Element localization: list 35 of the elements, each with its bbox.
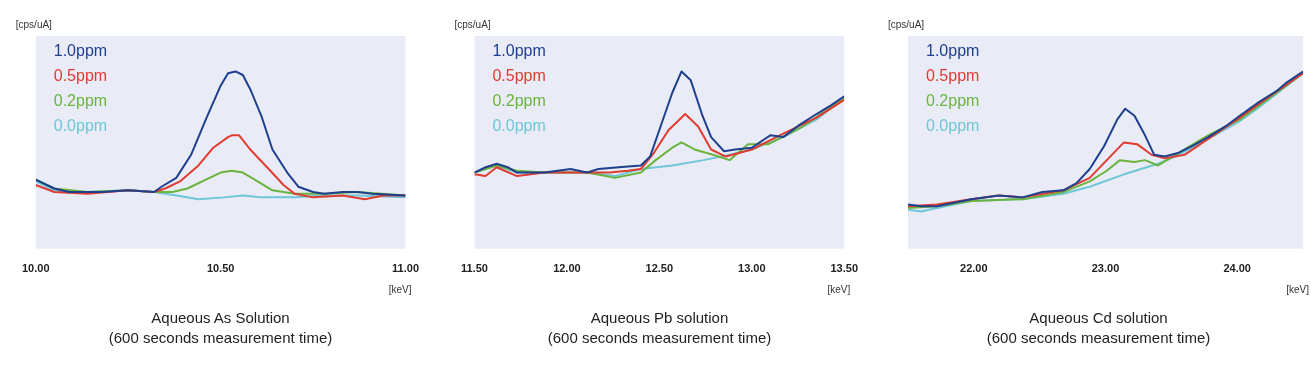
text: 1.0ppm — [926, 42, 980, 60]
text: 0.5ppm — [492, 67, 546, 85]
y-axis-title: [cps/uA] — [888, 18, 925, 30]
text: 1.0ppm — [53, 42, 108, 60]
text: 0.0ppm — [926, 117, 980, 135]
text: 0.0ppm — [53, 117, 108, 135]
text: 0.5ppm — [53, 67, 108, 85]
text: (600 seconds measurement time) — [107, 328, 334, 348]
x-tick-label: 11.00 — [392, 262, 419, 275]
x-tick-label: 12.00 — [553, 262, 581, 275]
x-tick-label: 13.00 — [738, 262, 766, 275]
text: 0.2ppm — [926, 92, 980, 110]
series-label: 0.0ppm — [492, 117, 546, 135]
x-axis-title: [keV] — [827, 283, 851, 295]
x-tick-label: 10.50 — [206, 262, 235, 275]
x-axis-title: [keV] — [1286, 283, 1310, 295]
x-tick-label: 10.00 — [22, 262, 50, 275]
x-tick-label: 23.00 — [1091, 262, 1120, 275]
text: 0.2ppm — [53, 92, 108, 110]
text: (600 seconds measurement time) — [985, 328, 1212, 348]
text: 0.2ppm — [492, 92, 546, 110]
x-tick-label: 13.50 — [830, 262, 858, 275]
text: Aqueous Cd solution — [1028, 308, 1169, 328]
text: (600 seconds measurement time) — [546, 328, 773, 348]
x-tick-label: 24.00 — [1223, 262, 1251, 275]
text: 1.0ppm — [492, 42, 546, 60]
text: Aqueous As Solution — [150, 308, 291, 328]
x-tick-label: 22.00 — [960, 262, 988, 275]
y-axis-title: [cps/uA] — [454, 18, 491, 30]
text: 0.5ppm — [926, 67, 980, 85]
y-axis-title: [cps/uA] — [15, 18, 53, 30]
text: Aqueous Pb solution — [589, 308, 730, 328]
x-tick-label: 11.50 — [461, 262, 488, 275]
x-axis-title: [keV] — [388, 283, 412, 295]
x-tick-label: 12.50 — [645, 262, 674, 275]
